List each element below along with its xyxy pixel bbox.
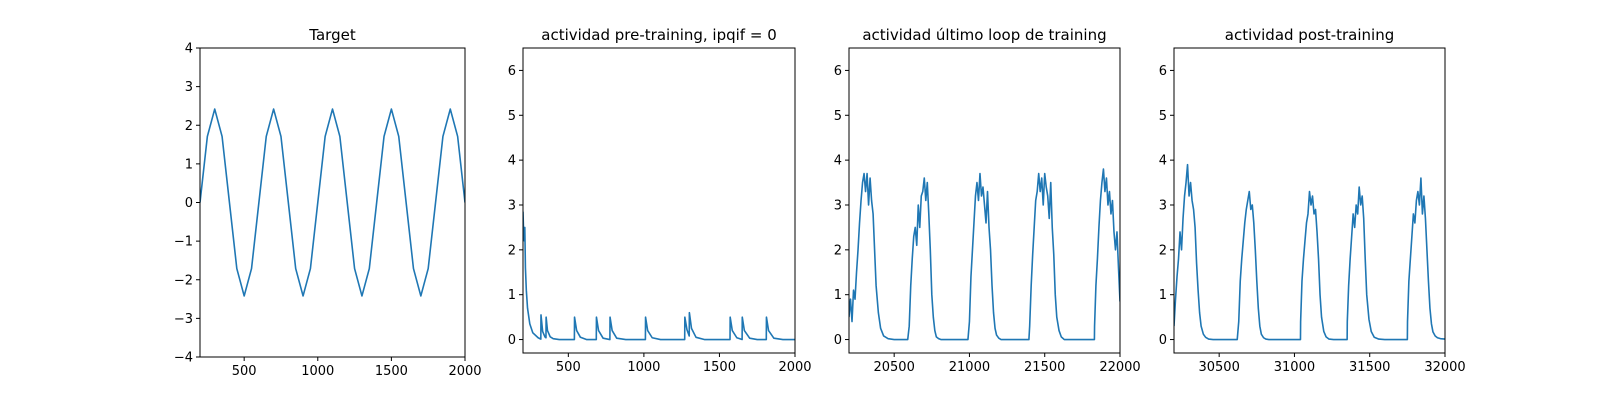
x-tick-label: 22000 (1099, 360, 1140, 375)
x-tick-label: 1500 (703, 360, 736, 375)
y-tick-label: 0 (834, 333, 842, 348)
x-tick-label: 2000 (778, 360, 811, 375)
x-tick-label: 31500 (1349, 360, 1390, 375)
y-tick-label: 5 (1159, 109, 1167, 124)
y-tick-label: 2 (508, 243, 516, 258)
y-tick-label: 0 (185, 196, 193, 211)
subplot-title: actividad pre-training, ipqif = 0 (541, 26, 777, 44)
y-tick-label: 2 (185, 119, 193, 134)
y-tick-label: 3 (834, 198, 842, 213)
y-tick-label: 0 (1159, 333, 1167, 348)
y-tick-label: 3 (185, 80, 193, 95)
y-tick-label: 1 (834, 288, 842, 303)
x-tick-label: 32000 (1424, 360, 1465, 375)
subplot-post-training: actividad post-training 30500 31000 31500 3… (1159, 26, 1466, 375)
y-tick-label: 1 (185, 157, 193, 172)
y-tick-label: −4 (174, 351, 193, 366)
y-tick-label: 6 (834, 64, 842, 79)
y-tick-label: 4 (1159, 154, 1167, 169)
x-tick-label: 31000 (1274, 360, 1315, 375)
y-tick-label: 3 (1159, 198, 1167, 213)
x-tick-label: 30500 (1198, 360, 1239, 375)
y-tick-label: 0 (508, 333, 516, 348)
y-tick-label: 1 (508, 288, 516, 303)
x-tick-label: 20500 (873, 360, 914, 375)
y-tick-label: 4 (508, 154, 516, 169)
x-tick-label: 1500 (375, 364, 408, 379)
y-tick-label: 2 (834, 243, 842, 258)
subplot-title: actividad último loop de training (862, 26, 1106, 44)
y-tick-label: −2 (174, 273, 193, 288)
series-line-1 (849, 168, 1120, 341)
y-tick-label: 6 (1159, 64, 1167, 79)
axes-frame (848, 47, 1121, 354)
subplot-title: Target (308, 26, 356, 44)
series-line-1 (1174, 163, 1445, 341)
x-tick-label: 500 (556, 360, 581, 375)
y-tick-label: 3 (508, 198, 516, 213)
y-tick-label: 4 (834, 154, 842, 169)
subplot-title: actividad post-training (1225, 26, 1394, 44)
y-tick-label: −3 (174, 312, 193, 327)
subplot-last-training-loop: actividad último loop de training 20500 2… (834, 26, 1141, 375)
x-tick-label: 2000 (448, 364, 481, 379)
x-tick-label: 1000 (627, 360, 660, 375)
x-tick-label: 21500 (1024, 360, 1065, 375)
x-tick-label: 21000 (949, 360, 990, 375)
y-tick-label: 6 (508, 64, 516, 79)
subplot-target: Target 500 1000 1500 2000 −4 −3 −2 −1 0 1 2 3 4 (174, 26, 482, 379)
y-tick-label: 1 (1159, 288, 1167, 303)
axes-frame (522, 47, 796, 354)
y-tick-label: 5 (508, 109, 516, 124)
y-tick-label: 2 (1159, 243, 1167, 258)
axes-frame (1173, 47, 1446, 354)
series-line-1 (200, 108, 465, 297)
y-tick-label: 4 (185, 42, 193, 57)
y-tick-label: 5 (834, 109, 842, 124)
y-tick-label: −1 (174, 235, 193, 250)
x-tick-label: 1000 (301, 364, 334, 379)
x-tick-label: 500 (232, 364, 257, 379)
subplot-pre-training: actividad pre-training, ipqif = 0 500 100… (508, 26, 812, 375)
series-line-1 (523, 211, 795, 341)
